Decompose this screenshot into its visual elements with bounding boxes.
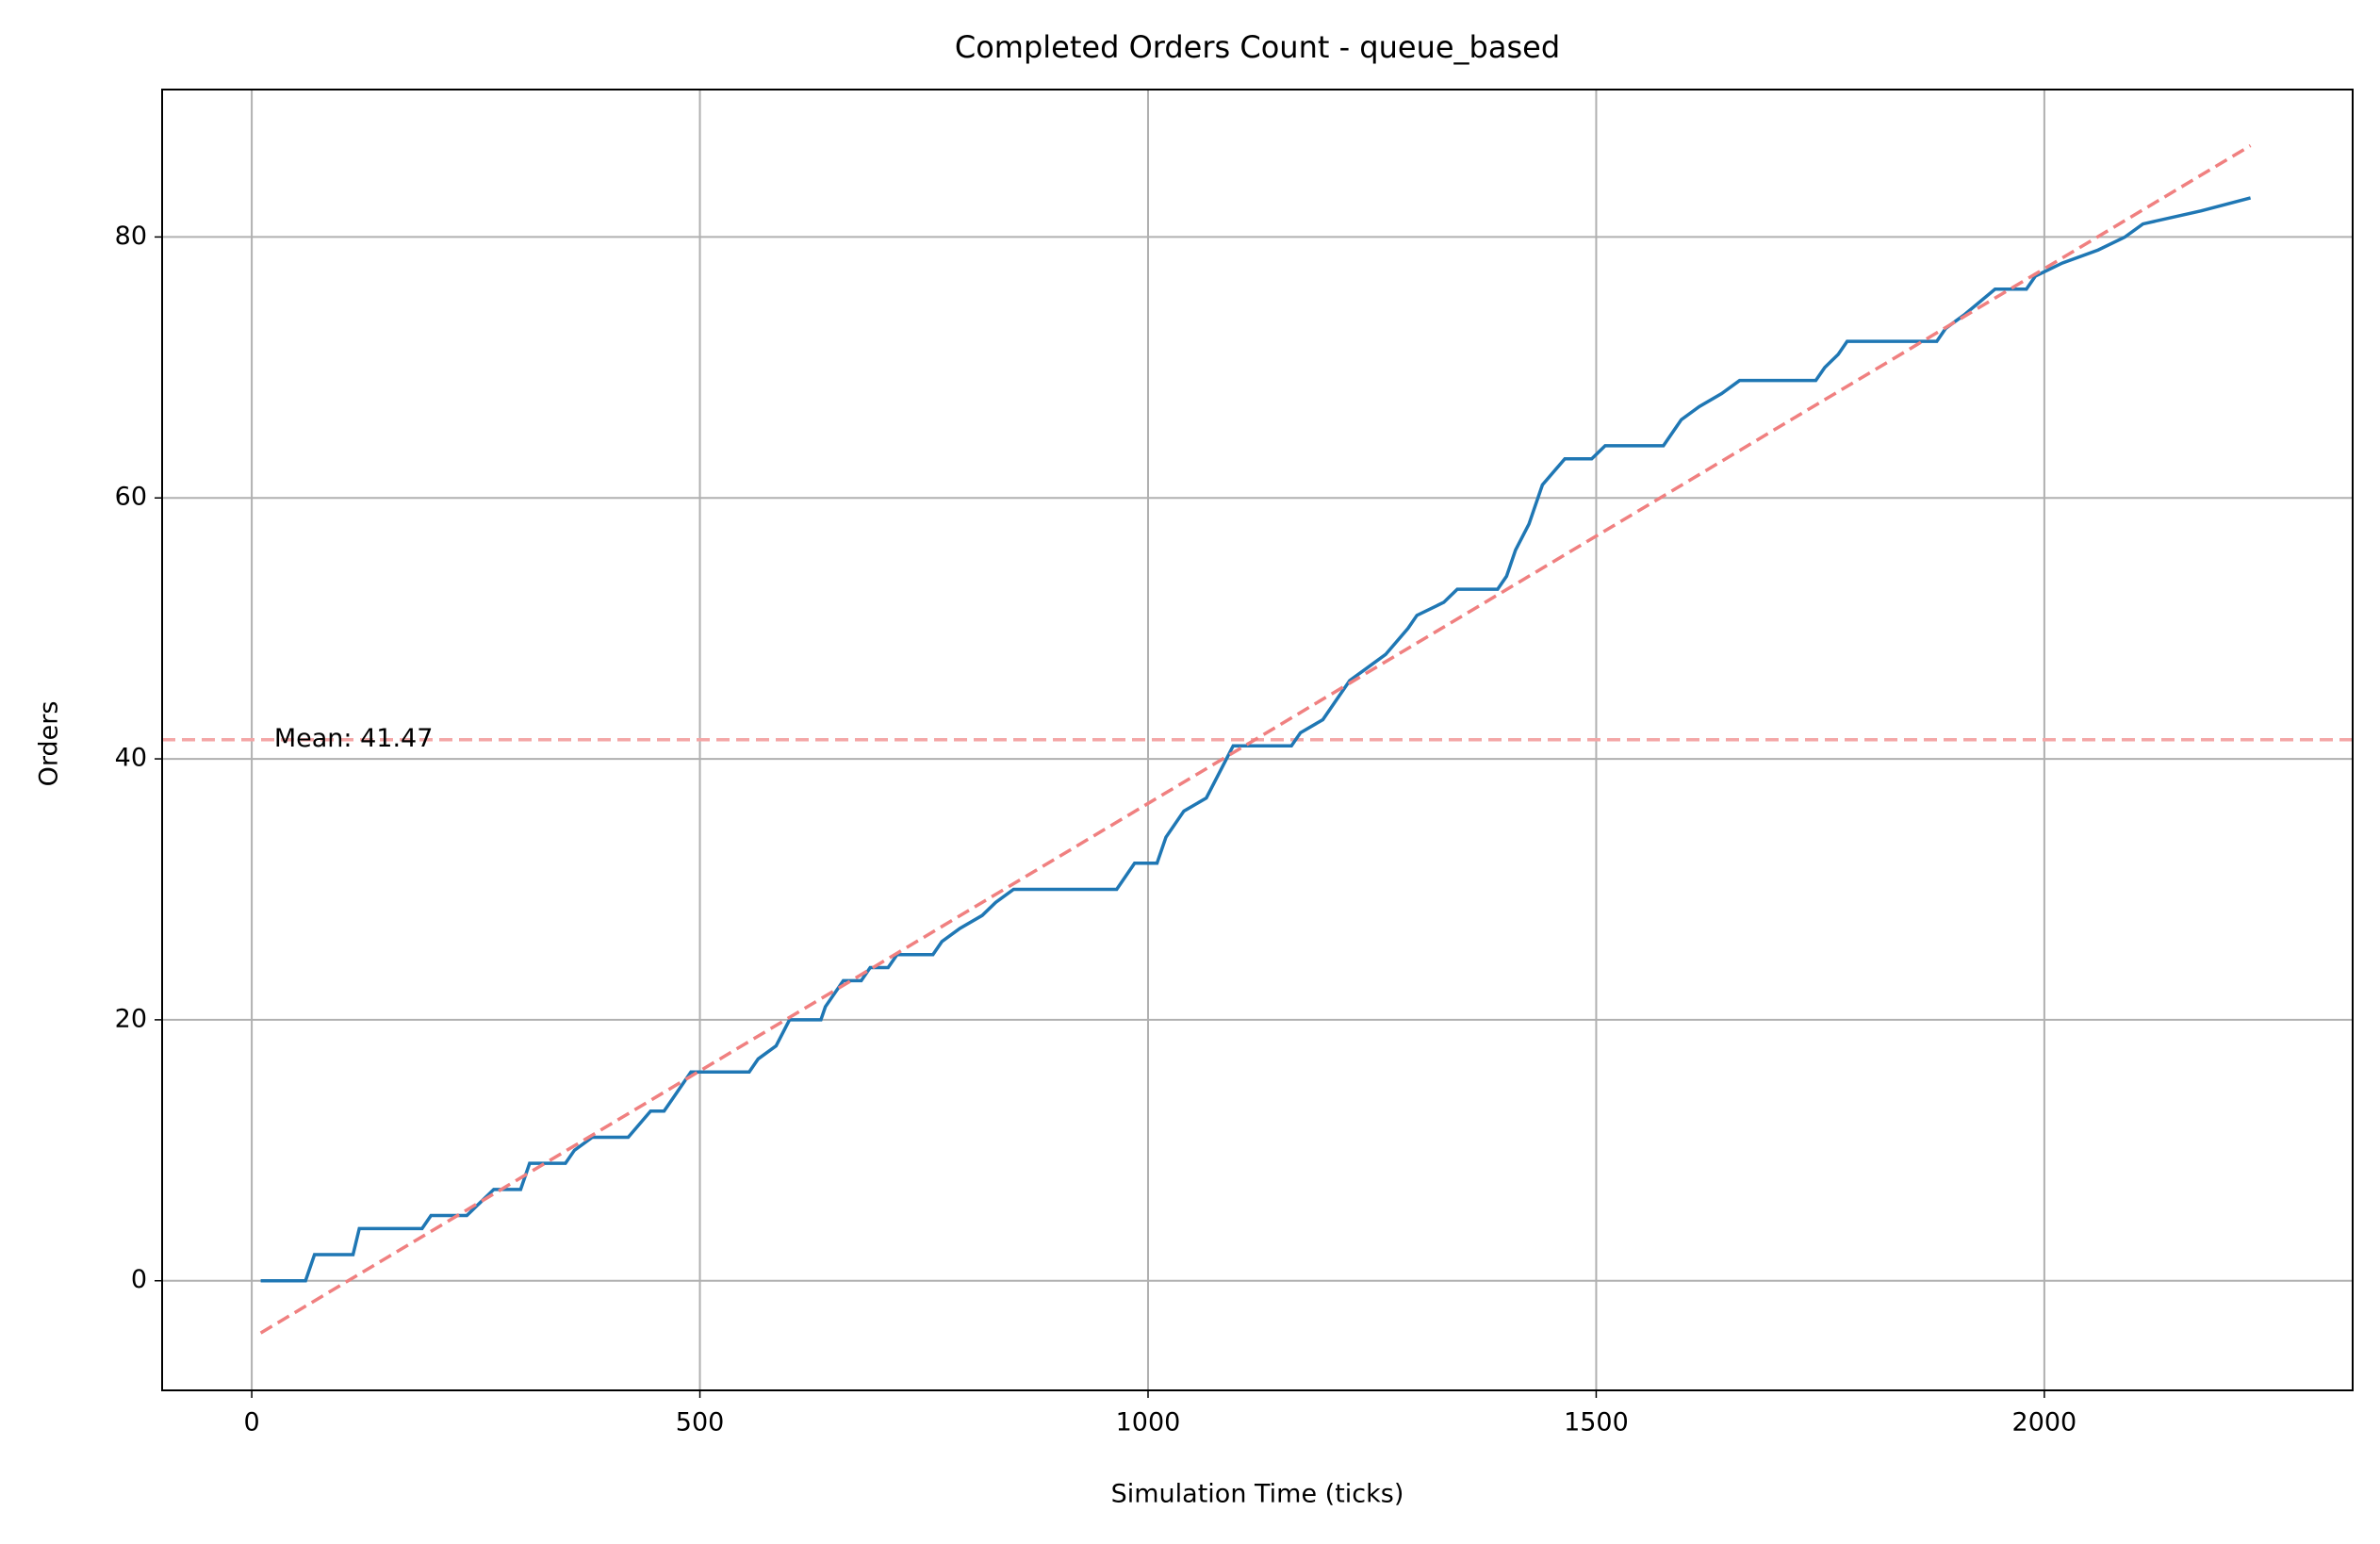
x-tick-label: 1500 — [1564, 1408, 1629, 1437]
y-tick-label: 60 — [115, 483, 147, 512]
chart-title: Completed Orders Count - queue_based — [955, 29, 1560, 65]
x-tick-label: 2000 — [2012, 1408, 2077, 1437]
y-axis-label: Orders — [35, 701, 64, 787]
x-tick-label: 1000 — [1116, 1408, 1181, 1437]
trend-line — [259, 144, 2252, 1335]
y-tick-label: 80 — [115, 222, 147, 251]
y-tick-label: 20 — [115, 1004, 147, 1033]
y-tick-label: 40 — [115, 744, 147, 773]
x-tick-label: 500 — [676, 1408, 725, 1437]
data-line — [260, 196, 2252, 1283]
y-tick-label: 0 — [131, 1265, 147, 1294]
x-tick-label: 0 — [243, 1408, 259, 1437]
mean-label: Mean: 41.47 — [274, 724, 434, 753]
x-axis-label: Simulation Time (ticks) — [1111, 1480, 1404, 1509]
plot-frame — [161, 89, 2354, 1391]
